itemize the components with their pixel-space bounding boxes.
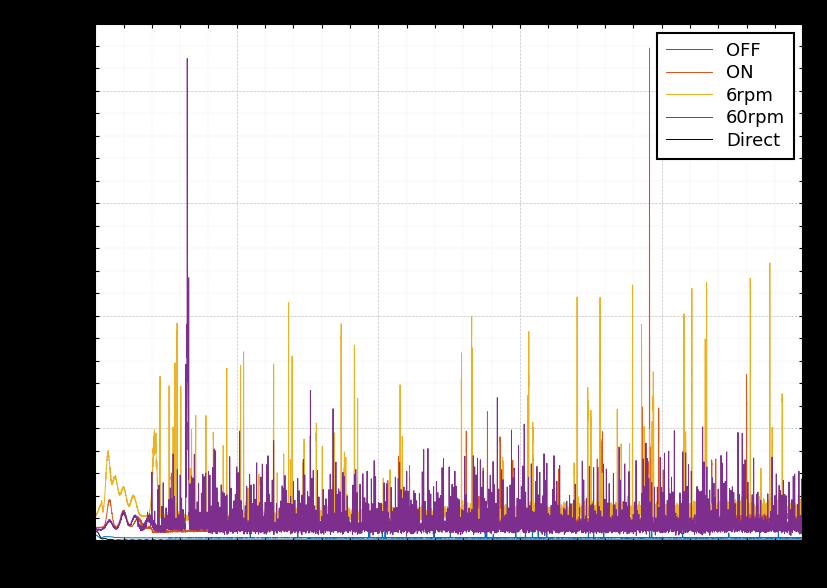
ON (509, 522, 519, 529)
Legend: OFF, ON, 6rpm, 60rpm, Direct: OFF, ON, 6rpm, 60rpm, Direct (657, 32, 793, 159)
Line: Direct: Direct (96, 532, 802, 540)
Direct (797, 536, 807, 543)
60rpm (797, 527, 807, 534)
OFF (127, 534, 136, 542)
OFF (614, 534, 624, 542)
Direct (110, 537, 120, 544)
ON (797, 506, 807, 513)
60rpm (127, 519, 136, 526)
60rpm (653, 522, 662, 529)
ON (127, 523, 136, 530)
6rpm (614, 512, 624, 519)
OFF (797, 534, 807, 542)
Direct (92, 528, 102, 535)
60rpm (540, 477, 550, 484)
Direct (614, 536, 624, 543)
Line: 60rpm: 60rpm (96, 59, 802, 536)
ON (151, 529, 161, 536)
60rpm (509, 527, 519, 534)
6rpm (653, 502, 662, 509)
Line: OFF: OFF (96, 522, 802, 539)
60rpm (401, 533, 411, 540)
60rpm (614, 524, 624, 531)
Direct (540, 537, 550, 544)
OFF (96, 535, 106, 542)
6rpm (797, 507, 807, 514)
ON (91, 524, 101, 531)
60rpm (91, 526, 101, 533)
60rpm (347, 520, 356, 527)
OFF (91, 532, 101, 539)
Direct (653, 536, 662, 543)
ON (540, 517, 550, 524)
Line: 6rpm: 6rpm (96, 263, 802, 524)
6rpm (509, 510, 519, 517)
6rpm (91, 512, 101, 519)
6rpm (127, 496, 136, 503)
60rpm (182, 55, 192, 62)
OFF (588, 518, 598, 525)
ON (653, 517, 662, 524)
OFF (540, 534, 550, 542)
6rpm (347, 511, 356, 518)
Direct (347, 537, 356, 544)
ON (643, 45, 653, 52)
6rpm (540, 509, 550, 516)
6rpm (258, 521, 268, 528)
ON (614, 516, 624, 523)
Direct (91, 528, 101, 535)
OFF (509, 534, 519, 542)
OFF (347, 534, 356, 542)
OFF (653, 534, 662, 542)
Direct (509, 536, 519, 543)
6rpm (764, 259, 774, 266)
Direct (127, 536, 136, 543)
Line: ON: ON (96, 48, 802, 533)
ON (347, 524, 356, 532)
